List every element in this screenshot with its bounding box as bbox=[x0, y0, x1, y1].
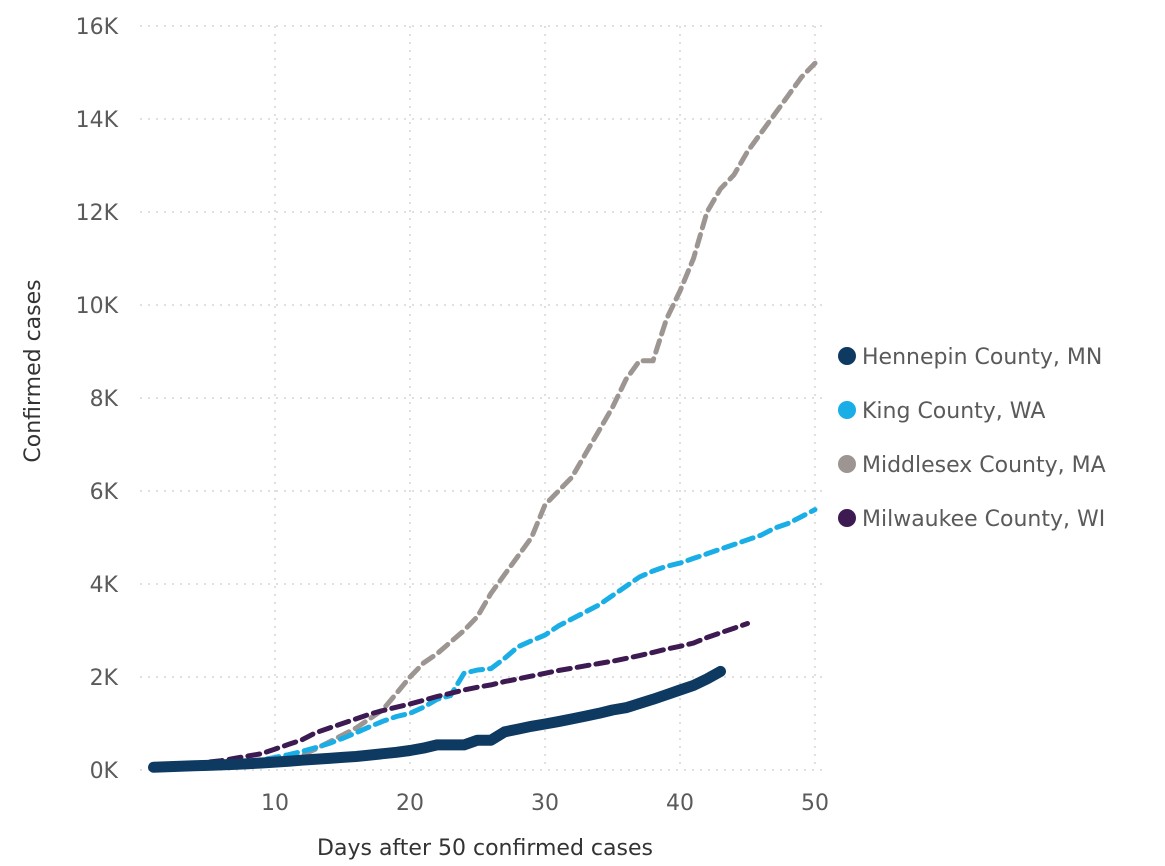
y-axis-title: Confirmed cases bbox=[21, 279, 46, 462]
legend-marker bbox=[838, 401, 856, 419]
legend-label: King County, WA bbox=[862, 399, 1045, 424]
x-tick-label: 20 bbox=[396, 791, 424, 816]
x-tick-label: 40 bbox=[666, 791, 694, 816]
series-line-hennepin-county-mn bbox=[148, 665, 726, 773]
series-lines bbox=[148, 60, 818, 773]
x-axis-title: Days after 50 confirmed cases bbox=[317, 836, 653, 861]
y-tick-label: 10K bbox=[76, 294, 119, 319]
x-tick-label: 50 bbox=[801, 791, 829, 816]
gridlines bbox=[140, 25, 825, 771]
legend-item[interactable]: King County, WA bbox=[838, 399, 1045, 424]
y-tick-label: 12K bbox=[76, 201, 119, 226]
y-tick-label: 6K bbox=[90, 480, 119, 505]
y-tick-label: 14K bbox=[76, 108, 119, 133]
y-tick-label: 0K bbox=[90, 759, 119, 784]
series-line-middlesex-county-ma bbox=[151, 60, 818, 771]
legend-label: Middlesex County, MA bbox=[862, 453, 1106, 478]
legend-label: Hennepin County, MN bbox=[862, 345, 1102, 370]
legend-marker bbox=[838, 509, 856, 527]
legend-marker bbox=[838, 455, 856, 473]
legend-item[interactable]: Milwaukee County, WI bbox=[838, 507, 1105, 532]
y-tick-label: 4K bbox=[90, 573, 119, 598]
series-line-king-county-wa bbox=[151, 507, 818, 770]
x-tick-label: 10 bbox=[261, 791, 289, 816]
legend-item[interactable]: Hennepin County, MN bbox=[838, 345, 1102, 370]
y-axis-ticks: 0K 2K 4K 6K 8K 10K 12K 14K 16K bbox=[76, 15, 119, 784]
x-tick-label: 30 bbox=[531, 791, 559, 816]
legend-label: Milwaukee County, WI bbox=[862, 507, 1105, 532]
legend-item[interactable]: Middlesex County, MA bbox=[838, 453, 1106, 478]
series-line-milwaukee-county-wi bbox=[151, 621, 750, 769]
y-tick-label: 16K bbox=[76, 15, 119, 40]
x-axis-ticks: 10 20 30 40 50 bbox=[261, 791, 829, 816]
legend-marker bbox=[838, 347, 856, 365]
y-tick-label: 8K bbox=[90, 387, 119, 412]
legend: Hennepin County, MN King County, WA Middle… bbox=[838, 345, 1106, 532]
y-tick-label: 2K bbox=[90, 666, 119, 691]
